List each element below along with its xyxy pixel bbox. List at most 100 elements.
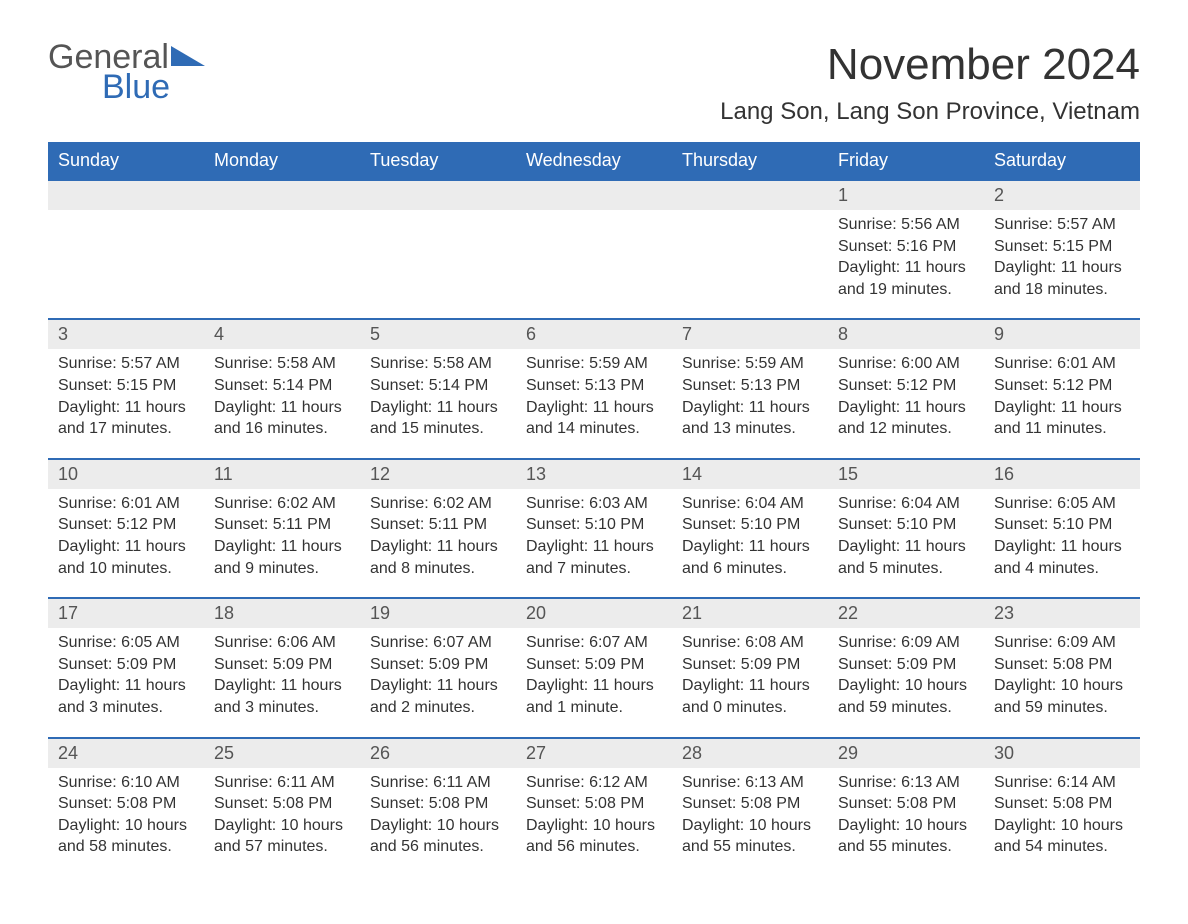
calendar-day-number: 13 [516,460,672,489]
calendar-day-number: 7 [672,320,828,349]
calendar-daynum-row: 10111213141516 [48,458,1140,489]
calendar-day-cell: Sunrise: 5:59 AMSunset: 5:13 PMDaylight:… [516,349,672,457]
calendar-day-number: 6 [516,320,672,349]
sunrise-line: Sunrise: 6:03 AM [526,493,662,515]
calendar-day-cell: Sunrise: 6:09 AMSunset: 5:09 PMDaylight:… [828,628,984,736]
daylight-line: Daylight: 11 hours and 7 minutes. [526,536,662,579]
calendar-day-cell: Sunrise: 5:59 AMSunset: 5:13 PMDaylight:… [672,349,828,457]
calendar-day-number: 24 [48,739,204,768]
sunrise-line: Sunrise: 6:05 AM [58,632,194,654]
calendar-day-number: 5 [360,320,516,349]
sunset-line: Sunset: 5:13 PM [526,375,662,397]
daylight-line: Daylight: 10 hours and 59 minutes. [994,675,1130,718]
calendar-body: 12Sunrise: 5:56 AMSunset: 5:16 PMDayligh… [48,179,1140,876]
calendar: SundayMondayTuesdayWednesdayThursdayFrid… [48,142,1140,876]
sunrise-line: Sunrise: 6:13 AM [838,772,974,794]
calendar-daynum-row: 24252627282930 [48,737,1140,768]
calendar-day-cell: Sunrise: 6:04 AMSunset: 5:10 PMDaylight:… [672,489,828,597]
brand-logo: General Blue [48,40,205,105]
sunset-line: Sunset: 5:10 PM [994,514,1130,536]
calendar-day-cell: Sunrise: 6:02 AMSunset: 5:11 PMDaylight:… [204,489,360,597]
daylight-line: Daylight: 11 hours and 9 minutes. [214,536,350,579]
sunrise-line: Sunrise: 6:04 AM [682,493,818,515]
calendar-day-number: 28 [672,739,828,768]
daylight-line: Daylight: 11 hours and 5 minutes. [838,536,974,579]
brand-part2: Blue [102,70,205,106]
calendar-day-number [672,181,828,210]
sunrise-line: Sunrise: 5:59 AM [526,353,662,375]
sunset-line: Sunset: 5:11 PM [370,514,506,536]
calendar-header-cell: Saturday [984,142,1140,179]
daylight-line: Daylight: 11 hours and 3 minutes. [214,675,350,718]
calendar-day-cell: Sunrise: 5:57 AMSunset: 5:15 PMDaylight:… [48,349,204,457]
sunrise-line: Sunrise: 6:06 AM [214,632,350,654]
calendar-day-cell: Sunrise: 6:13 AMSunset: 5:08 PMDaylight:… [672,768,828,876]
sunset-line: Sunset: 5:10 PM [838,514,974,536]
sunset-line: Sunset: 5:14 PM [214,375,350,397]
sunrise-line: Sunrise: 5:58 AM [370,353,506,375]
sunset-line: Sunset: 5:09 PM [526,654,662,676]
sunrise-line: Sunrise: 6:13 AM [682,772,818,794]
calendar-day-number: 25 [204,739,360,768]
brand-text: General Blue [48,40,205,105]
calendar-day-cell: Sunrise: 6:03 AMSunset: 5:10 PMDaylight:… [516,489,672,597]
calendar-day-number: 17 [48,599,204,628]
calendar-day-cell: Sunrise: 6:12 AMSunset: 5:08 PMDaylight:… [516,768,672,876]
calendar-day-cell [360,210,516,318]
sunset-line: Sunset: 5:16 PM [838,236,974,258]
calendar-header-cell: Tuesday [360,142,516,179]
calendar-day-cell: Sunrise: 5:58 AMSunset: 5:14 PMDaylight:… [204,349,360,457]
calendar-day-cell: Sunrise: 6:09 AMSunset: 5:08 PMDaylight:… [984,628,1140,736]
calendar-day-number: 15 [828,460,984,489]
calendar-day-number [204,181,360,210]
calendar-day-number: 23 [984,599,1140,628]
sunset-line: Sunset: 5:10 PM [682,514,818,536]
calendar-day-cell: Sunrise: 6:00 AMSunset: 5:12 PMDaylight:… [828,349,984,457]
daylight-line: Daylight: 11 hours and 6 minutes. [682,536,818,579]
daylight-line: Daylight: 11 hours and 16 minutes. [214,397,350,440]
calendar-header-cell: Friday [828,142,984,179]
calendar-day-cell: Sunrise: 6:01 AMSunset: 5:12 PMDaylight:… [984,349,1140,457]
calendar-daynum-row: 3456789 [48,318,1140,349]
sunrise-line: Sunrise: 5:56 AM [838,214,974,236]
sunset-line: Sunset: 5:09 PM [214,654,350,676]
calendar-day-cell: Sunrise: 5:56 AMSunset: 5:16 PMDaylight:… [828,210,984,318]
daylight-line: Daylight: 10 hours and 56 minutes. [526,815,662,858]
daylight-line: Daylight: 11 hours and 14 minutes. [526,397,662,440]
sunset-line: Sunset: 5:08 PM [838,793,974,815]
calendar-day-number: 20 [516,599,672,628]
calendar-day-cell: Sunrise: 6:05 AMSunset: 5:10 PMDaylight:… [984,489,1140,597]
calendar-day-number: 3 [48,320,204,349]
sunrise-line: Sunrise: 6:07 AM [370,632,506,654]
sunrise-line: Sunrise: 6:02 AM [214,493,350,515]
calendar-day-cell: Sunrise: 6:01 AMSunset: 5:12 PMDaylight:… [48,489,204,597]
sunrise-line: Sunrise: 5:57 AM [58,353,194,375]
calendar-day-cell: Sunrise: 6:13 AMSunset: 5:08 PMDaylight:… [828,768,984,876]
calendar-day-number: 11 [204,460,360,489]
sunset-line: Sunset: 5:10 PM [526,514,662,536]
calendar-daynum-row: 17181920212223 [48,597,1140,628]
sunrise-line: Sunrise: 6:11 AM [214,772,350,794]
sunset-line: Sunset: 5:13 PM [682,375,818,397]
calendar-day-cell: Sunrise: 6:05 AMSunset: 5:09 PMDaylight:… [48,628,204,736]
calendar-day-number: 4 [204,320,360,349]
sunset-line: Sunset: 5:08 PM [526,793,662,815]
location-subtitle: Lang Son, Lang Son Province, Vietnam [720,98,1140,126]
calendar-day-number: 14 [672,460,828,489]
calendar-day-cell: Sunrise: 5:58 AMSunset: 5:14 PMDaylight:… [360,349,516,457]
calendar-day-number: 16 [984,460,1140,489]
daylight-line: Daylight: 11 hours and 10 minutes. [58,536,194,579]
sunset-line: Sunset: 5:08 PM [58,793,194,815]
sunrise-line: Sunrise: 6:12 AM [526,772,662,794]
calendar-day-number: 2 [984,181,1140,210]
calendar-day-cell [48,210,204,318]
daylight-line: Daylight: 11 hours and 4 minutes. [994,536,1130,579]
calendar-week-row: Sunrise: 6:05 AMSunset: 5:09 PMDaylight:… [48,628,1140,736]
sunrise-line: Sunrise: 6:09 AM [994,632,1130,654]
brand-triangle-icon [171,46,205,68]
calendar-daynum-row: 12 [48,179,1140,210]
daylight-line: Daylight: 10 hours and 54 minutes. [994,815,1130,858]
sunrise-line: Sunrise: 6:11 AM [370,772,506,794]
calendar-day-number: 9 [984,320,1140,349]
sunset-line: Sunset: 5:08 PM [994,654,1130,676]
